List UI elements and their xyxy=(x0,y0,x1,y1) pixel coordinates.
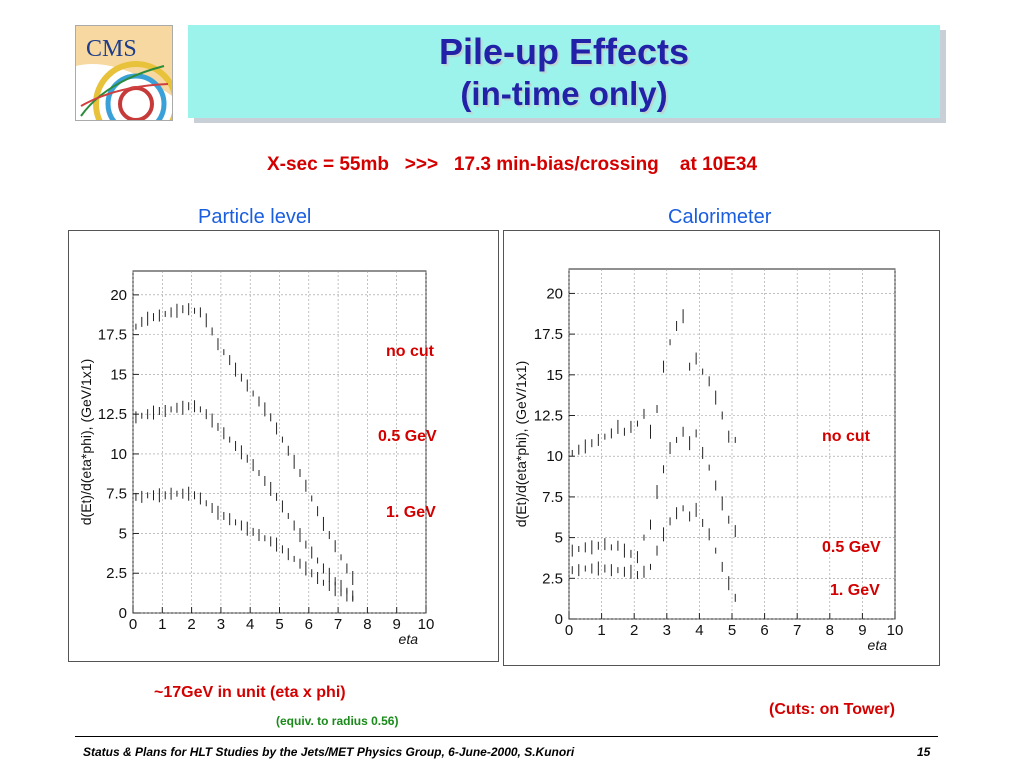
x-tick-label: 7 xyxy=(334,616,342,633)
x-axis-label: eta xyxy=(868,637,888,653)
title-box: Pile-up Effects (in-time only) xyxy=(188,25,940,118)
x-tick-label: 1 xyxy=(158,616,166,633)
x-tick-label: 7 xyxy=(793,622,801,639)
x-tick-label: 5 xyxy=(728,622,736,639)
right-nocut-annotation: no cut xyxy=(822,428,870,445)
note-cuts-tower: (Cuts: on Tower) xyxy=(769,701,895,718)
xsec-line: X-sec = 55mb >>> 17.3 min-bias/crossing … xyxy=(266,154,758,175)
footer-text: Status & Plans for HLT Studies by the Je… xyxy=(83,745,575,759)
x-tick-label: 9 xyxy=(858,622,866,639)
y-tick-label: 0 xyxy=(555,611,563,628)
y-tick-label: 15 xyxy=(546,367,563,384)
y-tick-label: 12.5 xyxy=(98,406,127,423)
page-number: 15 xyxy=(917,745,931,759)
calorimeter-chart: 0 1 2 3 4 5 6 7 8 9 10 0 2.5 5 7.5 10 12.5 15 17.5 20 eta d(E… xyxy=(513,268,904,653)
cms-logo-graphic: CMS xyxy=(76,26,179,147)
y-tick-label: 17.5 xyxy=(534,326,563,343)
particle-level-label: Particle level xyxy=(198,206,312,228)
y-tick-label: 5 xyxy=(119,525,127,542)
y-tick-label: 2.5 xyxy=(542,570,563,587)
x-tick-label: 4 xyxy=(246,616,254,633)
y-tick-label: 10 xyxy=(546,448,563,465)
x-tick-label: 6 xyxy=(760,622,768,639)
calorimeter-chart-frame: 0 1 2 3 4 5 6 7 8 9 10 0 2.5 5 7.5 10 12.5 15 17.5 20 eta d(E… xyxy=(503,230,940,666)
x-tick-label: 8 xyxy=(363,616,371,633)
particle-level-chart: 0 1 2 3 4 5 6 7 8 9 10 0 2.5 5 7.5 10 12.5 15 17.5 20 eta d(E… xyxy=(78,270,435,647)
right-1gev-annotation: 1. GeV xyxy=(830,582,880,599)
slide-title: Pile-up Effects xyxy=(438,31,690,72)
x-axis-label: eta xyxy=(399,631,419,647)
y-tick-label: 12.5 xyxy=(534,408,563,425)
right-05gev-annotation: 0.5 GeV xyxy=(822,539,881,556)
cms-logo: CMS xyxy=(75,25,179,147)
y-tick-label: 17.5 xyxy=(98,327,127,344)
y-tick-label: 2.5 xyxy=(106,565,127,582)
note-equiv-radius: (equiv. to radius 0.56) xyxy=(276,714,399,728)
x-tick-label: 10 xyxy=(887,622,904,639)
slide-subtitle-title: (in-time only) xyxy=(460,75,668,112)
y-tick-label: 20 xyxy=(110,287,127,304)
x-tick-label: 2 xyxy=(187,616,195,633)
y-axis-label: d(Et)/d(eta*phi), (GeV/1x1) xyxy=(78,359,94,526)
left-nocut-annotation: no cut xyxy=(386,343,434,360)
particle-level-chart-frame: 0 1 2 3 4 5 6 7 8 9 10 0 2.5 5 7.5 10 12.5 15 17.5 20 eta d(E… xyxy=(68,230,499,662)
y-tick-label: 7.5 xyxy=(542,489,563,506)
calorimeter-label: Calorimeter xyxy=(668,206,772,228)
cms-logo-text: CMS xyxy=(86,36,137,62)
note-17gev: ~17GeV in unit (eta x phi) xyxy=(154,684,346,701)
y-tick-label: 0 xyxy=(119,605,127,622)
x-tick-label: 10 xyxy=(418,616,435,633)
x-tick-label: 9 xyxy=(393,616,401,633)
y-tick-label: 15 xyxy=(110,366,127,383)
x-tick-label: 1 xyxy=(597,622,605,639)
left-05gev-annotation: 0.5 GeV xyxy=(378,428,437,445)
x-tick-label: 0 xyxy=(565,622,573,639)
x-tick-label: 3 xyxy=(663,622,671,639)
footer-rule xyxy=(75,736,938,737)
y-tick-label: 10 xyxy=(110,446,127,463)
y-tick-label: 7.5 xyxy=(106,486,127,503)
y-tick-label: 5 xyxy=(555,530,563,547)
y-axis-label: d(Et)/d(eta*phi), (GeV/1x1) xyxy=(513,361,529,528)
x-tick-label: 4 xyxy=(695,622,703,639)
left-1gev-annotation: 1. GeV xyxy=(386,504,436,521)
y-tick-label: 20 xyxy=(546,285,563,302)
x-tick-label: 3 xyxy=(217,616,225,633)
x-tick-label: 2 xyxy=(630,622,638,639)
x-tick-label: 5 xyxy=(275,616,283,633)
x-tick-label: 0 xyxy=(129,616,137,633)
x-tick-label: 8 xyxy=(826,622,834,639)
x-tick-label: 6 xyxy=(305,616,313,633)
